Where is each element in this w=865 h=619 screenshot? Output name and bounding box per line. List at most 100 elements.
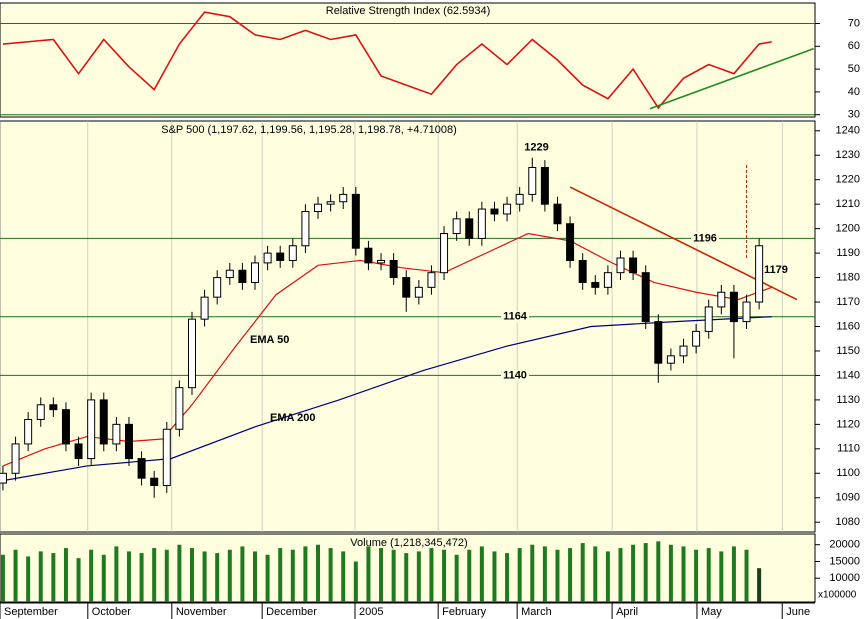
y-tick-label: 1140 — [836, 369, 860, 381]
volume-bar — [164, 549, 169, 602]
y-tick-label: 20000 — [829, 539, 860, 551]
volume-bar — [240, 546, 245, 602]
x-tick-label: February — [442, 606, 487, 618]
candle-body — [503, 203, 512, 215]
candle-body — [326, 201, 335, 205]
volume-bar — [215, 553, 220, 602]
y-tick-label: 1120 — [836, 418, 860, 430]
volume-bar — [227, 549, 232, 602]
y-tick-label: 1240 — [836, 125, 860, 137]
candle-body — [288, 245, 297, 261]
volume-bar — [517, 548, 522, 602]
candle-body — [377, 259, 386, 264]
candle-body — [490, 208, 499, 215]
candle-body — [213, 277, 222, 298]
ema-label: EMA 50 — [250, 334, 289, 346]
volume-bar — [757, 568, 762, 602]
y-tick-label: 1100 — [836, 467, 860, 479]
candle-body — [452, 218, 461, 235]
candle-body — [49, 404, 58, 411]
volume-bar — [328, 548, 333, 602]
candle-body — [187, 318, 196, 389]
candle-body — [389, 259, 398, 279]
volume-bar — [416, 551, 421, 602]
candle-body — [87, 399, 96, 460]
candle-body — [666, 355, 675, 364]
y-tick-label: 1170 — [836, 296, 860, 308]
volume-bar — [189, 548, 194, 602]
price-title: S&P 500 (1,197.62, 1,199.56, 1,195.28, 1… — [161, 124, 457, 136]
candle-body — [314, 203, 323, 213]
volume-bar — [303, 546, 308, 602]
y-tick-label: 1150 — [836, 345, 860, 357]
volume-bar — [126, 551, 131, 602]
candle-body — [465, 218, 474, 239]
volume-bar — [731, 546, 736, 602]
y-tick-label: 1130 — [836, 394, 860, 406]
candle-body — [162, 428, 171, 487]
price-panel — [0, 120, 816, 533]
volume-bar — [38, 551, 43, 602]
x-tick-label: March — [521, 606, 552, 618]
y-tick-label: 70 — [848, 17, 860, 29]
volume-bar — [253, 551, 258, 602]
volume-bar — [265, 554, 270, 602]
volume-bar — [76, 558, 81, 602]
candle-body — [692, 330, 701, 347]
volume-bar — [643, 543, 648, 602]
y-tick-label: 1220 — [836, 174, 860, 186]
candle-body — [150, 477, 159, 487]
annotation: 1229 — [524, 142, 548, 154]
candle-body — [528, 166, 537, 195]
rsi-line — [2, 11, 772, 110]
x-tick-label: September — [4, 606, 58, 618]
candle-body — [616, 257, 625, 274]
volume-bar — [13, 549, 18, 602]
y-tick-label: 30 — [848, 109, 860, 121]
ema-label: EMA 200 — [270, 412, 315, 424]
y-tick-label: 40 — [848, 86, 860, 98]
candle-body — [578, 259, 587, 283]
candle-body — [540, 166, 549, 205]
x-tick-label: May — [701, 606, 722, 618]
volume-bar — [706, 548, 711, 602]
volume-bar — [719, 551, 724, 602]
candle-body — [61, 409, 70, 445]
candle-body — [629, 257, 638, 274]
y-tick-label: 1230 — [836, 149, 860, 161]
candle-body — [717, 291, 726, 308]
volume-bar — [26, 556, 31, 602]
candle-body — [251, 262, 260, 283]
candle-body — [351, 193, 360, 249]
volume-bar — [404, 553, 409, 602]
volume-bar — [467, 549, 472, 602]
candle-body — [679, 345, 688, 357]
candle-body — [225, 269, 234, 279]
candle-body — [402, 277, 411, 298]
y-tick-label: 1090 — [836, 492, 860, 504]
candle-body — [553, 203, 562, 225]
y-tick-label: 1210 — [836, 198, 860, 210]
y-tick-label: 15000 — [829, 555, 860, 567]
y-tick-label: 10000 — [829, 572, 860, 584]
volume-bar — [152, 548, 157, 602]
y-tick-label: 50 — [848, 63, 860, 75]
candle-body — [364, 247, 373, 264]
volume-bar — [454, 554, 459, 602]
candle-body — [99, 399, 108, 445]
volume-bar — [492, 551, 497, 602]
candle-body — [742, 301, 751, 323]
y-tick-label: 1160 — [836, 320, 860, 332]
candle-body — [566, 223, 575, 261]
annotation: 1179 — [764, 264, 788, 276]
volume-bar — [139, 553, 144, 602]
candle-body — [175, 387, 184, 430]
level-label: 1164 — [503, 311, 528, 323]
volume-bar — [89, 549, 94, 602]
candle-body — [641, 272, 650, 323]
y-tick-label: 1080 — [836, 516, 860, 528]
volume-bar — [202, 551, 207, 602]
volume-bar — [542, 546, 547, 602]
volume-bar — [530, 544, 535, 602]
candle-body — [339, 193, 348, 203]
